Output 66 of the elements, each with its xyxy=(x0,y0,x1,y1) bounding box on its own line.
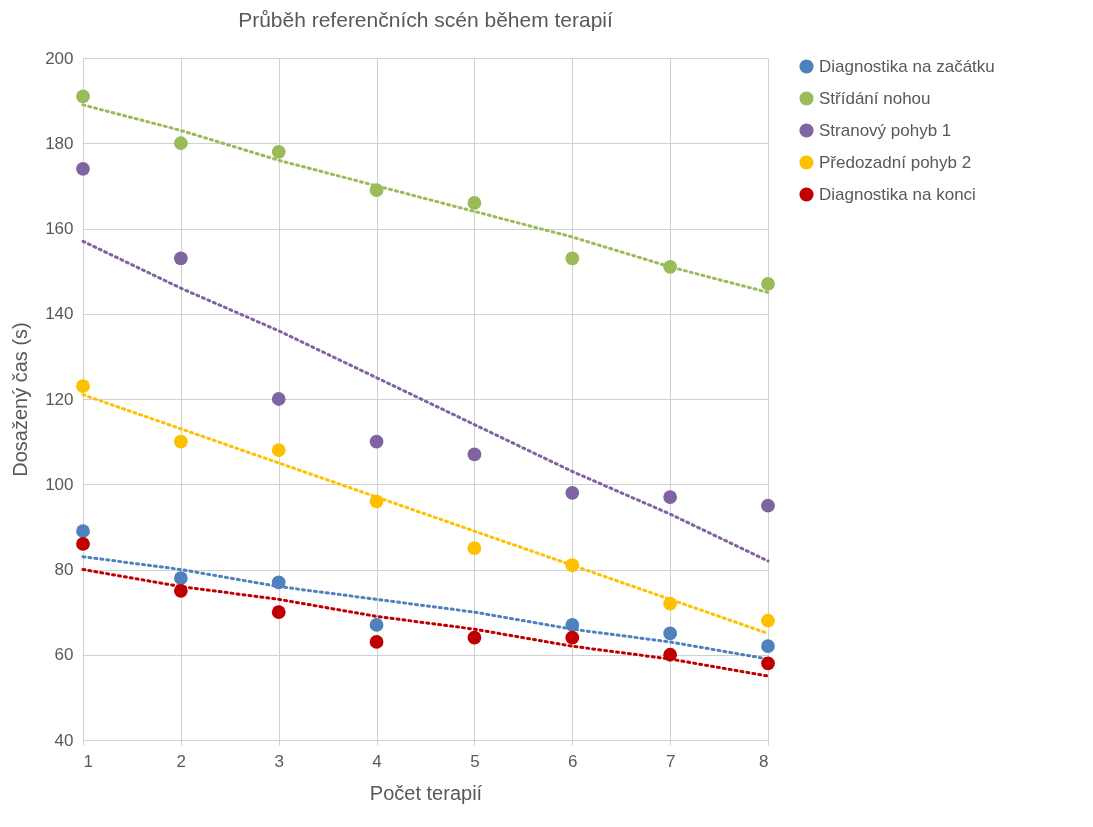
point xyxy=(173,583,188,598)
point xyxy=(271,443,286,458)
point xyxy=(271,144,286,159)
point xyxy=(565,618,580,632)
point xyxy=(173,434,188,449)
point xyxy=(565,558,580,573)
point xyxy=(271,392,286,406)
x-tick-label: 4 xyxy=(372,751,382,771)
x-tick-label: 6 xyxy=(568,751,578,771)
point xyxy=(565,485,580,500)
x-tick-label: 5 xyxy=(470,751,480,771)
point xyxy=(76,379,90,394)
point xyxy=(76,537,90,551)
y-tick-label: 40 xyxy=(54,730,74,750)
y-tick-label: 160 xyxy=(45,219,74,238)
point xyxy=(761,656,775,671)
y-axis-title: Dosažený čas (s) xyxy=(9,322,32,477)
y-tick-label: 120 xyxy=(45,389,74,409)
x-tick-label: 8 xyxy=(759,751,769,771)
point xyxy=(467,541,482,556)
point xyxy=(565,630,580,645)
y-tick-label: 200 xyxy=(45,48,74,68)
point xyxy=(663,596,678,611)
point xyxy=(173,136,188,151)
point xyxy=(369,434,384,449)
x-tick-label: 7 xyxy=(665,751,676,771)
point xyxy=(663,259,678,274)
point xyxy=(76,524,90,539)
point xyxy=(761,498,775,513)
y-tick-label: 180 xyxy=(45,133,74,153)
point xyxy=(76,89,90,104)
line-series xyxy=(81,239,770,563)
point xyxy=(663,626,678,641)
legend-label: Předozadní pohyb 2 xyxy=(819,152,972,172)
point xyxy=(467,630,482,645)
point xyxy=(369,494,384,509)
legend-label: Stranový pohyb 1 xyxy=(819,120,952,140)
x-tick-label: 3 xyxy=(274,751,284,771)
point xyxy=(761,639,775,654)
point xyxy=(467,196,482,210)
legend-label: Diagnostika na začátku xyxy=(819,56,995,76)
point xyxy=(663,490,678,504)
y-tick-label: 60 xyxy=(54,645,74,665)
point xyxy=(663,647,678,662)
point xyxy=(173,571,188,585)
line-series xyxy=(81,568,770,678)
point xyxy=(76,161,90,176)
point xyxy=(369,183,384,198)
y-tick-label: 140 xyxy=(45,304,74,324)
x-axis-title: Počet terapií xyxy=(369,781,483,804)
point xyxy=(761,277,775,291)
y-tick-label: 100 xyxy=(45,474,74,494)
legend-label: Diagnostika na konci xyxy=(819,184,976,204)
legend-label: Střídání nohou xyxy=(819,88,931,108)
point xyxy=(369,635,384,649)
point xyxy=(271,605,286,619)
chart-title: Průběh referenčních scén během terapií xyxy=(238,8,614,31)
point xyxy=(761,613,775,628)
point xyxy=(271,575,286,590)
y-tick-label: 80 xyxy=(54,560,74,579)
x-tick-label: 1 xyxy=(83,751,93,771)
point xyxy=(369,618,384,632)
point xyxy=(173,251,188,266)
point xyxy=(565,251,580,266)
point xyxy=(467,447,482,462)
x-tick-label: 2 xyxy=(176,751,187,771)
